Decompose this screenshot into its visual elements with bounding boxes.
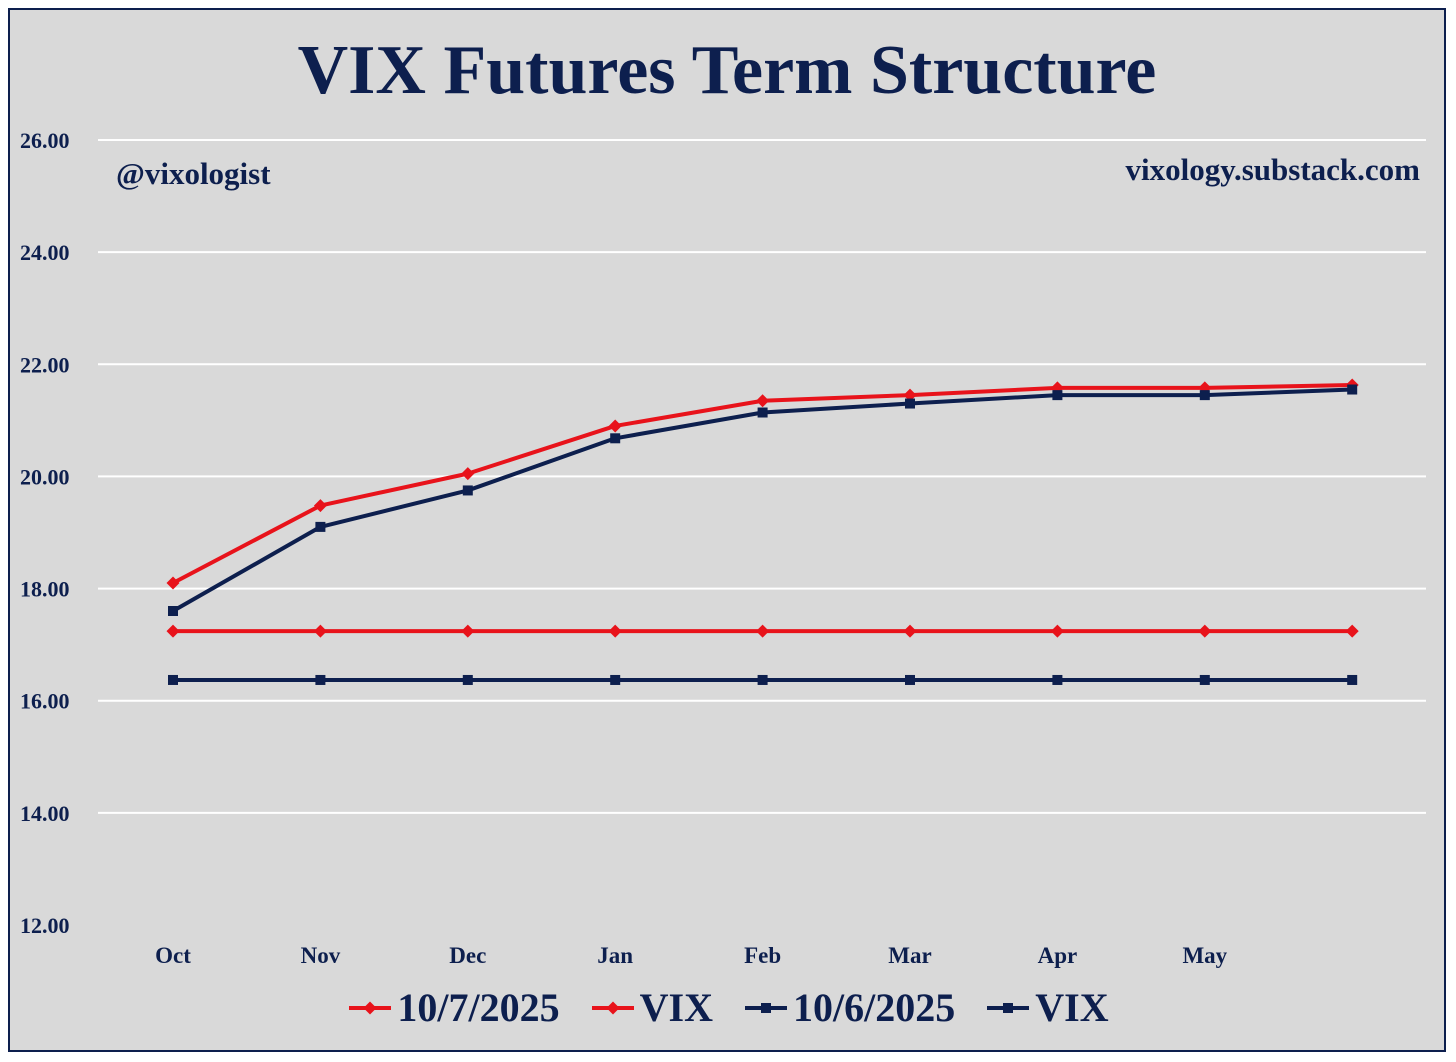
x-tick-label: Oct <box>155 943 191 968</box>
data-point <box>905 674 915 685</box>
series-1 <box>166 624 1359 638</box>
data-point <box>1052 674 1063 685</box>
y-tick-label: 12.00 <box>20 913 70 938</box>
x-tick-label: Apr <box>1038 943 1078 968</box>
data-point <box>461 624 475 638</box>
legend-swatch-marker <box>1003 1003 1014 1013</box>
legend-swatch-marker <box>363 1001 377 1015</box>
chart-title: VIX Futures Term Structure <box>297 32 1157 109</box>
data-point <box>313 624 327 638</box>
legend-swatch-marker <box>761 1003 771 1013</box>
data-point <box>168 674 178 685</box>
legend-item: 10/6/2025 <box>743 988 955 1028</box>
data-point <box>757 407 768 418</box>
data-point <box>756 624 770 638</box>
data-point <box>462 485 473 496</box>
series-2 <box>168 384 1358 616</box>
data-point <box>903 624 917 638</box>
data-point <box>1199 674 1210 685</box>
data-point <box>610 433 621 444</box>
data-point <box>608 419 622 433</box>
data-point <box>315 521 326 532</box>
y-tick-label: 24.00 <box>20 240 70 265</box>
legend-swatch <box>745 1003 787 1013</box>
data-point <box>756 394 770 408</box>
x-tick-label: Feb <box>744 943 781 968</box>
legend-swatch <box>591 1001 634 1015</box>
legend-swatch <box>987 1003 1030 1013</box>
chart-frame: VIX Futures Term Structure @vixologist v… <box>8 8 1446 1052</box>
x-tick-label: Jan <box>597 943 633 968</box>
data-point <box>610 674 621 685</box>
data-point <box>461 467 475 481</box>
series-0 <box>166 378 1359 590</box>
legend: 10/7/2025 VIX 10/6/2025 VIX <box>0 988 1456 1028</box>
legend-swatch-marker <box>606 1001 620 1015</box>
x-tick-label: Dec <box>449 943 486 968</box>
y-tick-label: 16.00 <box>20 689 70 714</box>
legend-item: VIX <box>590 988 713 1028</box>
data-point <box>905 398 915 409</box>
data-point <box>315 674 326 685</box>
y-tick-label: 26.00 <box>20 128 70 153</box>
legend-label: VIX <box>1035 985 1109 1030</box>
data-point <box>1347 674 1358 685</box>
data-point <box>903 388 917 402</box>
data-point <box>168 606 178 616</box>
legend-swatch <box>349 1001 392 1015</box>
legend-item: VIX <box>985 985 1109 1030</box>
y-tick-label: 22.00 <box>20 352 70 377</box>
data-point <box>1199 390 1210 401</box>
data-point <box>757 674 768 685</box>
data-point <box>1345 624 1359 638</box>
data-point <box>1347 384 1358 395</box>
y-tick-label: 18.00 <box>20 577 70 602</box>
legend-label: 10/6/2025 <box>793 985 956 1030</box>
data-point <box>166 624 180 638</box>
data-point <box>1198 624 1212 638</box>
x-tick-label: Nov <box>301 943 341 968</box>
legend-label: 10/7/2025 <box>397 985 560 1030</box>
data-point <box>1050 624 1064 638</box>
x-tick-label: Mar <box>888 943 931 968</box>
watermark-site: vixology.substack.com <box>1125 152 1420 187</box>
data-point <box>462 674 473 685</box>
data-point <box>166 576 180 590</box>
data-point <box>313 499 327 513</box>
data-point <box>1052 390 1063 401</box>
x-tick-label: May <box>1182 943 1227 968</box>
series-3 <box>168 674 1358 685</box>
y-tick-label: 20.00 <box>20 464 70 489</box>
legend-label: VIX <box>639 985 713 1030</box>
legend-item: 10/7/2025 <box>347 985 560 1030</box>
watermark-handle: @vixologist <box>116 156 271 191</box>
y-tick-label: 14.00 <box>20 801 70 826</box>
data-point <box>608 624 622 638</box>
